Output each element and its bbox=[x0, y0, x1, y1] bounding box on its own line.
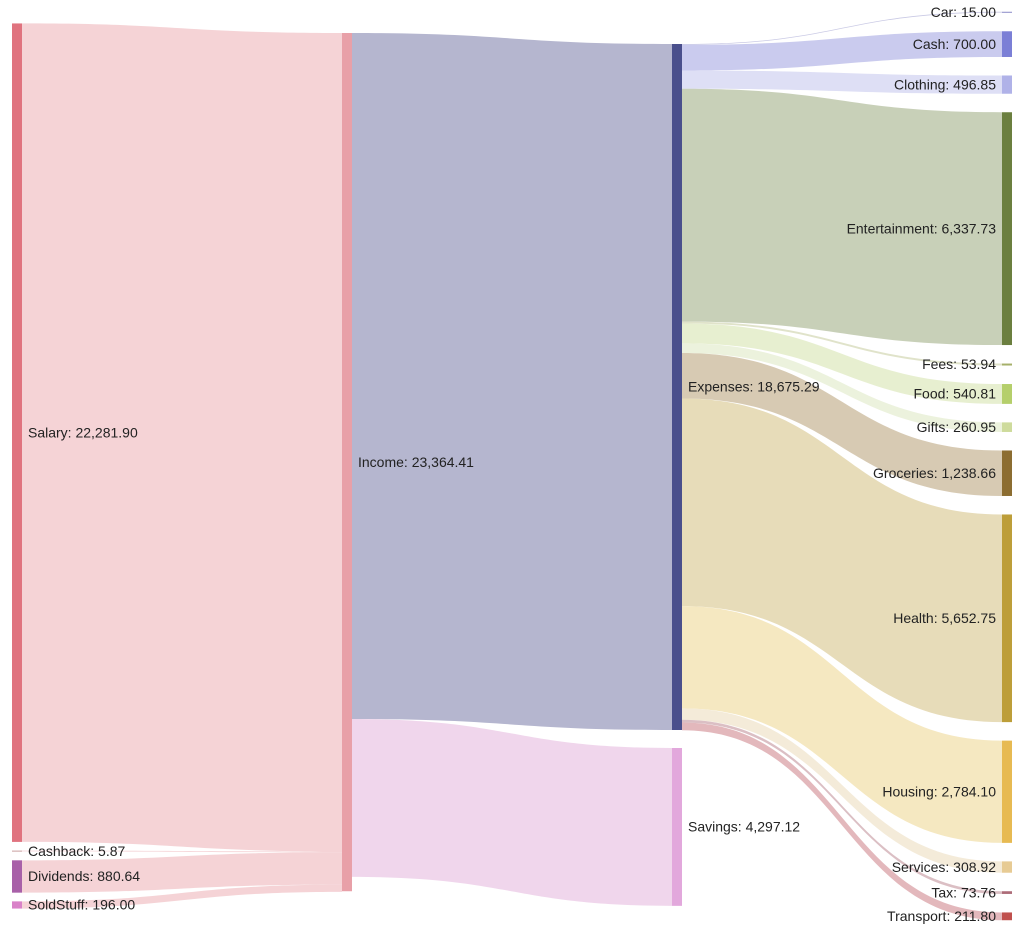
link-expenses-food bbox=[682, 323, 1002, 404]
node-car bbox=[1002, 11, 1012, 13]
link-expenses-cash bbox=[682, 31, 1002, 71]
link-expenses-gifts bbox=[682, 343, 1002, 432]
node-label-dividends: Dividends: 880.64 bbox=[28, 868, 140, 884]
link-expenses-clothing bbox=[682, 70, 1002, 94]
link-dividends-income bbox=[22, 852, 342, 893]
link-expenses-car bbox=[682, 11, 1002, 45]
node-label-income: Income: 23,364.41 bbox=[358, 454, 474, 470]
node-label-cash: Cash: 700.00 bbox=[913, 36, 996, 52]
node-label-food: Food: 540.81 bbox=[913, 386, 996, 402]
node-cashback bbox=[12, 850, 22, 852]
link-salary-income bbox=[22, 23, 342, 852]
node-label-gifts: Gifts: 260.95 bbox=[917, 419, 997, 435]
link-expenses-tax bbox=[682, 719, 1002, 894]
link-expenses-entertainment bbox=[682, 88, 1002, 346]
node-label-car: Car: 15.00 bbox=[931, 4, 997, 20]
node-tax bbox=[1002, 891, 1012, 894]
node-label-salary: Salary: 22,281.90 bbox=[28, 424, 138, 440]
node-groceries bbox=[1002, 450, 1012, 496]
link-income-savings bbox=[352, 719, 672, 906]
node-label-tax: Tax: 73.76 bbox=[931, 884, 996, 900]
node-salary bbox=[12, 23, 22, 842]
node-label-cashback: Cashback: 5.87 bbox=[28, 843, 125, 859]
node-transport bbox=[1002, 912, 1012, 921]
node-label-soldstuff: SoldStuff: 196.00 bbox=[28, 897, 135, 913]
link-expenses-transport bbox=[682, 722, 1002, 921]
node-services bbox=[1002, 861, 1012, 873]
link-expenses-health bbox=[682, 398, 1002, 723]
node-clothing bbox=[1002, 75, 1012, 94]
node-label-services: Services: 308.92 bbox=[892, 859, 996, 875]
node-label-health: Health: 5,652.75 bbox=[893, 610, 996, 626]
nodes-layer bbox=[12, 11, 1012, 921]
node-housing bbox=[1002, 740, 1012, 843]
link-expenses-services bbox=[682, 708, 1002, 873]
link-expenses-housing bbox=[682, 606, 1002, 843]
node-fees bbox=[1002, 363, 1012, 366]
node-entertainment bbox=[1002, 112, 1012, 346]
link-expenses-fees bbox=[682, 321, 1002, 366]
node-label-expenses: Expenses: 18,675.29 bbox=[688, 379, 820, 395]
links-layer bbox=[22, 11, 1002, 921]
node-dividends bbox=[12, 860, 22, 893]
node-label-groceries: Groceries: 1,238.66 bbox=[873, 465, 996, 481]
link-income-expenses bbox=[352, 33, 672, 731]
node-gifts bbox=[1002, 422, 1012, 432]
link-expenses-groceries bbox=[682, 353, 1002, 496]
node-food bbox=[1002, 384, 1012, 404]
node-label-savings: Savings: 4,297.12 bbox=[688, 819, 800, 835]
link-soldstuff-income bbox=[22, 884, 342, 909]
link-cashback-income bbox=[22, 850, 342, 853]
labels-layer: Salary: 22,281.90 Cashback: 5.87 Dividends… bbox=[28, 4, 996, 924]
node-soldstuff bbox=[12, 901, 22, 909]
node-label-entertainment: Entertainment: 6,337.73 bbox=[847, 220, 997, 236]
node-cash bbox=[1002, 31, 1012, 57]
node-label-housing: Housing: 2,784.10 bbox=[882, 783, 996, 799]
node-savings bbox=[672, 748, 682, 906]
node-expenses bbox=[672, 44, 682, 731]
node-health bbox=[1002, 514, 1012, 723]
node-label-fees: Fees: 53.94 bbox=[922, 356, 996, 372]
node-label-transport: Transport: 211.80 bbox=[887, 908, 996, 924]
node-label-clothing: Clothing: 496.85 bbox=[894, 76, 996, 92]
node-income bbox=[342, 33, 352, 892]
